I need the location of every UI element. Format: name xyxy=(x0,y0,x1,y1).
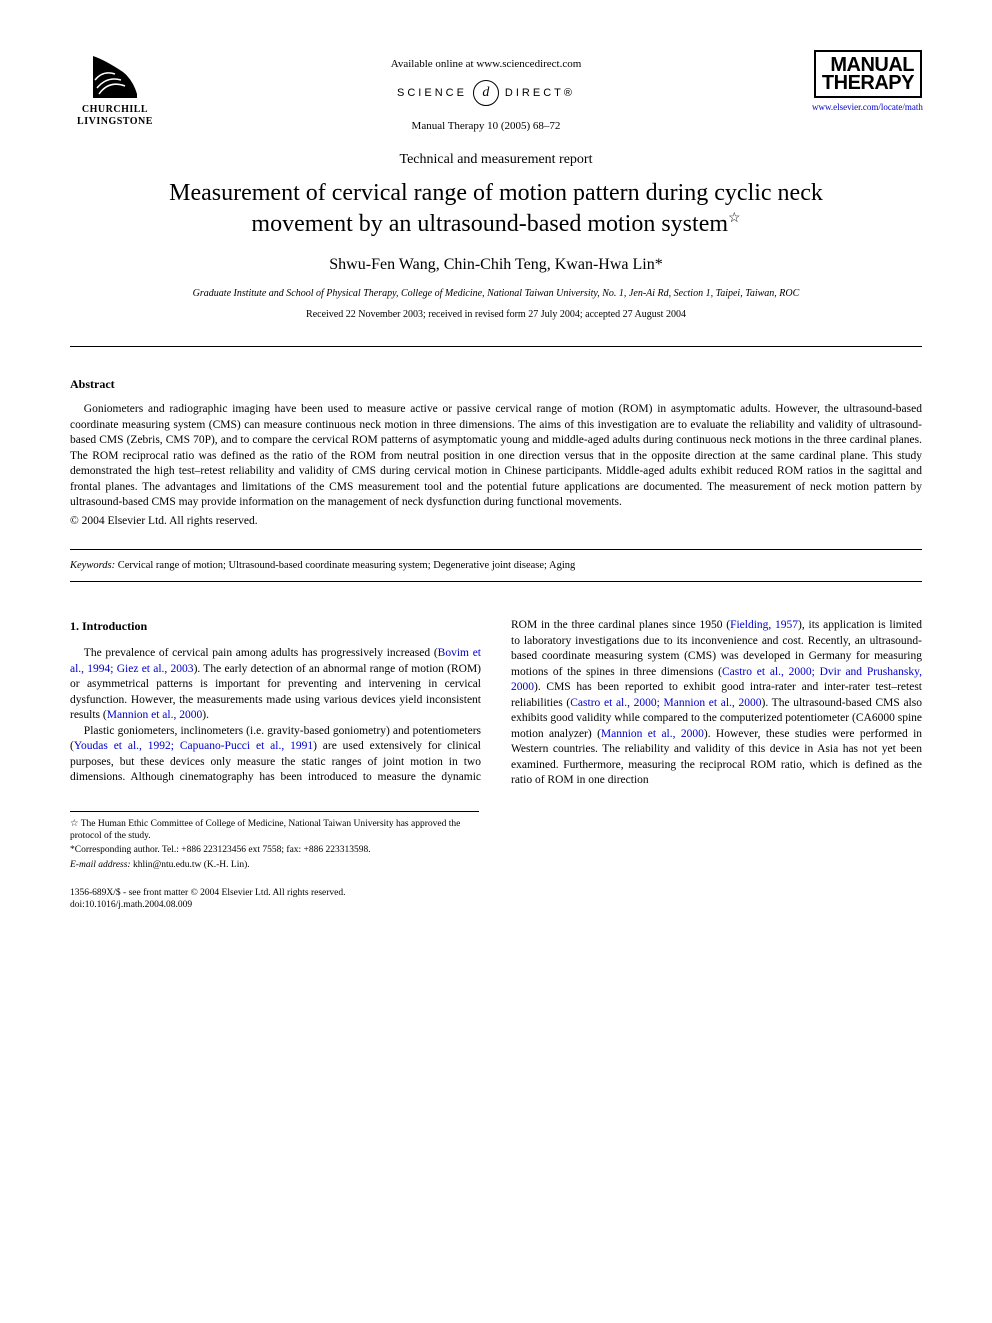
divider-keywords-bottom xyxy=(70,581,922,582)
footnote-corresponding: *Corresponding author. Tel.: +886 223123… xyxy=(70,844,479,856)
abstract-section: Abstract Goniometers and radiographic im… xyxy=(70,377,922,527)
keywords-line: Keywords: Cervical range of motion; Ultr… xyxy=(70,560,922,571)
footnotes: ☆ The Human Ethic Committee of College o… xyxy=(70,811,479,871)
citation-link[interactable]: Fielding, 1957 xyxy=(730,619,798,631)
article-type: Technical and measurement report xyxy=(70,152,922,168)
available-online-text: Available online at www.sciencedirect.co… xyxy=(160,58,812,70)
journal-reference: Manual Therapy 10 (2005) 68–72 xyxy=(160,120,812,132)
affiliation: Graduate Institute and School of Physica… xyxy=(70,288,922,299)
intro-para1: The prevalence of cervical pain among ad… xyxy=(70,646,481,724)
citation-link[interactable]: Castro et al., 2000; Mannion et al., 200… xyxy=(570,697,761,709)
publisher-logo: CHURCHILL LIVINGSTONE xyxy=(70,50,160,128)
page-header: CHURCHILL LIVINGSTONE Available online a… xyxy=(70,50,922,132)
body-columns: 1. Introduction The prevalence of cervic… xyxy=(70,618,922,789)
sd-text-left: SCIENCE xyxy=(397,87,467,99)
footer-doi: doi:10.1016/j.math.2004.08.009 xyxy=(70,899,922,911)
publisher-name-line2: LIVINGSTONE xyxy=(77,116,153,128)
email-address[interactable]: khlin@ntu.edu.tw (K.-H. Lin). xyxy=(131,860,250,870)
center-header: Available online at www.sciencedirect.co… xyxy=(160,50,812,132)
sd-text-right: DIRECT® xyxy=(505,87,575,99)
citation-link[interactable]: Mannion et al., 2000 xyxy=(601,728,704,740)
abstract-text: Goniometers and radiographic imaging hav… xyxy=(70,402,922,511)
publisher-name-line1: CHURCHILL xyxy=(82,104,148,116)
authors: Shwu-Fen Wang, Chin-Chih Teng, Kwan-Hwa … xyxy=(70,256,922,274)
divider-top xyxy=(70,346,922,347)
email-label: E-mail address: xyxy=(70,860,131,870)
title-line2: movement by an ultrasound-based motion s… xyxy=(251,211,728,237)
journal-logo-line2: THERAPY xyxy=(822,74,914,92)
journal-url[interactable]: www.elsevier.com/locate/math xyxy=(812,102,922,112)
article-title: Measurement of cervical range of motion … xyxy=(70,178,922,240)
intro-heading: 1. Introduction xyxy=(70,618,481,634)
abstract-heading: Abstract xyxy=(70,377,922,392)
science-direct-logo: SCIENCE d DIRECT® xyxy=(160,80,812,106)
citation-link[interactable]: Youdas et al., 1992; Capuano-Pucci et al… xyxy=(74,740,313,752)
footnote-email: E-mail address: khlin@ntu.edu.tw (K.-H. … xyxy=(70,859,479,871)
keywords-text: Cervical range of motion; Ultrasound-bas… xyxy=(115,560,575,571)
footnote-star: ☆ The Human Ethic Committee of College o… xyxy=(70,818,479,843)
divider-keywords-top xyxy=(70,549,922,550)
title-star: ☆ xyxy=(728,211,741,226)
article-dates: Received 22 November 2003; received in r… xyxy=(70,309,922,320)
footer-issn: 1356-689X/$ - see front matter © 2004 El… xyxy=(70,887,922,899)
sd-circle-icon: d xyxy=(473,80,499,106)
footer: 1356-689X/$ - see front matter © 2004 El… xyxy=(70,887,922,912)
journal-logo: MANUAL THERAPY www.elsevier.com/locate/m… xyxy=(812,50,922,112)
keywords-label: Keywords: xyxy=(70,560,115,571)
citation-link[interactable]: Mannion et al., 2000 xyxy=(107,709,203,721)
title-line1: Measurement of cervical range of motion … xyxy=(169,180,823,206)
manual-therapy-box: MANUAL THERAPY xyxy=(814,50,922,98)
churchill-sail-icon xyxy=(85,50,145,100)
abstract-copyright: © 2004 Elsevier Ltd. All rights reserved… xyxy=(70,515,922,527)
